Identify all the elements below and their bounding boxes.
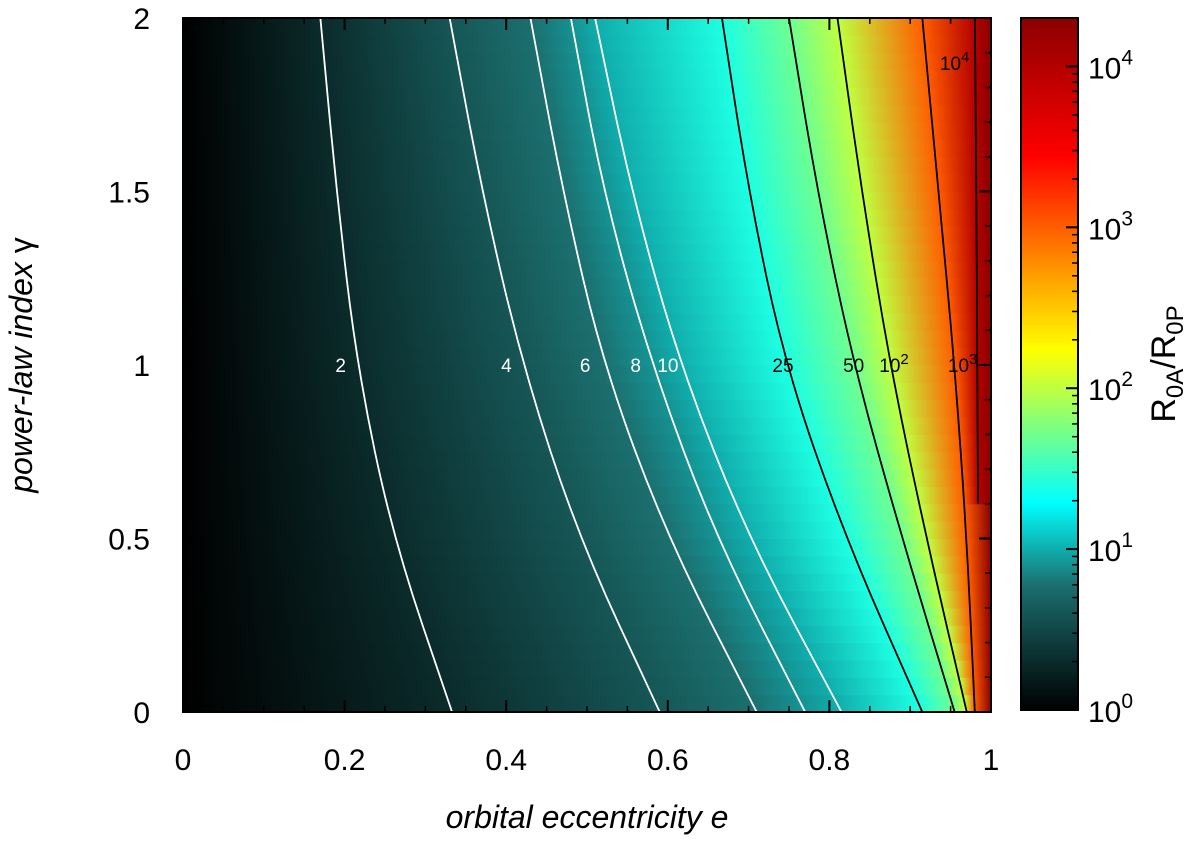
- y-axis-title: power-law index γ: [3, 237, 39, 494]
- heatmap-band: [183, 590, 991, 609]
- contour-label-50: 50: [843, 356, 864, 377]
- heatmap-band: [183, 226, 991, 245]
- contour-label-1000: 103: [948, 351, 977, 377]
- contour-label-100: 102: [879, 351, 908, 377]
- x-tick-label: 0.4: [485, 744, 527, 777]
- x-tick-label: 0.6: [647, 744, 689, 777]
- heatmap-band: [183, 243, 991, 262]
- contour-line-25: [721, 18, 924, 712]
- contour-label-4: 4: [501, 356, 512, 377]
- heatmap-band: [183, 208, 991, 227]
- contour-line-8: [569, 18, 806, 712]
- heatmap-field: [183, 18, 991, 712]
- contour-label-10: 10: [657, 356, 678, 377]
- heatmap-band: [183, 642, 991, 661]
- heatmap-band: [183, 451, 991, 470]
- heatmap-band: [183, 52, 991, 71]
- heatmap-band: [183, 347, 991, 366]
- contour-label-8: 8: [630, 356, 641, 377]
- x-tick-label: 0: [175, 744, 192, 777]
- y-axis: 0 0.5 1 1.5 2: [108, 3, 991, 730]
- heatmap-band: [183, 538, 991, 557]
- heatmap-band: [183, 191, 991, 210]
- contour-line-10: [594, 18, 843, 712]
- heatmap-band: [183, 607, 991, 626]
- contour-label-10000: 104: [940, 49, 969, 75]
- y-tick-label: 1.5: [108, 177, 150, 210]
- heatmap-band: [183, 434, 991, 453]
- contour-line-10000: [973, 18, 979, 504]
- colorbar-tick-label: 102: [1088, 368, 1133, 407]
- contour-label-6: 6: [580, 356, 591, 377]
- heatmap-band: [183, 35, 991, 54]
- x-tick-label: 0.2: [324, 744, 366, 777]
- contour-line-4: [448, 18, 661, 712]
- heatmap-band: [183, 469, 991, 488]
- colorbar-tick-label: 104: [1088, 46, 1133, 85]
- x-axis: 0 0.2 0.4 0.6 0.8 1: [175, 18, 1000, 777]
- contour-line-100: [836, 18, 968, 712]
- y-tick-label: 1: [133, 350, 150, 383]
- heatmap-band: [183, 87, 991, 106]
- colorbar-title: R0A/R0P: [1145, 305, 1189, 422]
- y-tick-label: 0.5: [108, 524, 150, 557]
- heatmap-band: [183, 417, 991, 435]
- heatmap-band: [183, 312, 991, 331]
- heatmap-band: [183, 295, 991, 314]
- heatmap-band: [183, 573, 991, 592]
- heatmap-band: [183, 139, 991, 158]
- x-tick-label: 0.8: [809, 744, 851, 777]
- contour-label-2: 2: [335, 356, 346, 377]
- contour-labels: 2 4 6 8 10 25 50 102 103 104: [335, 49, 977, 377]
- colorbar-gradient: [1020, 17, 1079, 711]
- colorbar-tick-label: 101: [1088, 529, 1133, 568]
- heatmap-band: [183, 174, 991, 193]
- heatmap-band: [183, 104, 991, 123]
- contour-line-2: [319, 18, 453, 712]
- heatmap-band: [183, 278, 991, 297]
- heatmap-band: [183, 399, 991, 418]
- contour-label-25: 25: [772, 356, 793, 377]
- contour-line-1000: [921, 18, 976, 712]
- colorbar-tick-label: 100: [1088, 690, 1133, 729]
- heatmap-band: [183, 625, 991, 644]
- contour-lines: [319, 18, 979, 712]
- heatmap-band: [183, 122, 991, 141]
- x-axis-title: orbital eccentricity e: [446, 799, 729, 835]
- heatmap-band: [183, 382, 991, 401]
- heatmap-band: [183, 70, 991, 88]
- heatmap-band: [183, 521, 991, 540]
- heatmap-band: [183, 659, 991, 678]
- y-tick-label: 0: [133, 697, 150, 730]
- y-tick-label: 2: [133, 3, 150, 36]
- heatmap-band: [183, 677, 991, 696]
- heatmap-band: [183, 503, 991, 522]
- heatmap-band: [183, 555, 991, 574]
- x-tick-label: 1: [983, 744, 1000, 777]
- contour-line-50: [788, 18, 956, 712]
- contour-line-6: [529, 18, 758, 712]
- heatmap-band: [183, 156, 991, 175]
- heatmap-band: [183, 260, 991, 279]
- heatmap-band: [183, 486, 991, 505]
- heatmap-band: [183, 330, 991, 349]
- colorbar-tick-label: 103: [1088, 207, 1133, 246]
- colorbar: 100 101 102 103 104 R0A/R0P: [1020, 17, 1189, 729]
